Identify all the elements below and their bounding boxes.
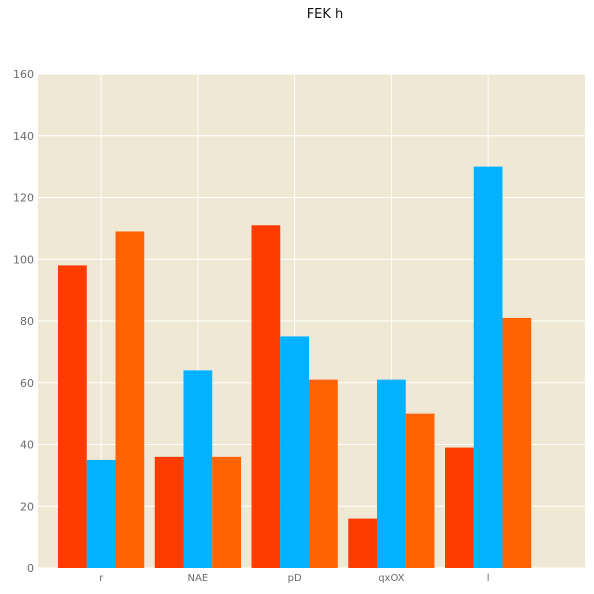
- y-tick-label: 0: [27, 562, 34, 575]
- x-tick-label: r: [99, 573, 104, 584]
- y-tick-label: 20: [20, 500, 34, 513]
- bar-qxOX-series-3: [405, 413, 435, 568]
- y-tick-label: 40: [20, 439, 34, 452]
- bar-NAE-series-1: [154, 456, 184, 568]
- x-tick-label: pD: [288, 573, 302, 584]
- x-tick-label: l: [487, 573, 490, 584]
- bar-r-series-2: [86, 459, 116, 568]
- y-tick-label: 100: [13, 253, 34, 266]
- bar-l-series-3: [502, 317, 532, 568]
- bar-r-series-1: [58, 265, 87, 568]
- bar-l-series-1: [445, 447, 474, 568]
- bar-r-series-3: [115, 231, 145, 568]
- x-axis-ticks: r NAE pD qxOX l: [99, 573, 489, 584]
- bar-NAE-series-2: [183, 370, 213, 568]
- y-tick-label: 60: [20, 377, 34, 390]
- bar-pD-series-2: [280, 336, 309, 568]
- y-axis-ticks: 0 20 40 60 80 100 120 140 160: [13, 68, 34, 575]
- bar-pD-series-3: [309, 379, 338, 568]
- bar-qxOX-series-1: [348, 518, 377, 568]
- x-tick-label: qxOX: [378, 573, 404, 584]
- bars: [58, 166, 532, 568]
- bar-l-series-2: [473, 166, 503, 568]
- chart-title: FEK h: [306, 7, 344, 22]
- y-tick-label: 80: [20, 315, 34, 328]
- x-tick-label: NAE: [188, 573, 209, 584]
- y-tick-label: 140: [13, 130, 34, 143]
- y-tick-label: 160: [13, 68, 34, 81]
- bar-pD-series-1: [251, 225, 281, 568]
- bar-NAE-series-3: [212, 456, 241, 568]
- bar-qxOX-series-2: [377, 379, 406, 568]
- y-tick-label: 120: [13, 192, 34, 205]
